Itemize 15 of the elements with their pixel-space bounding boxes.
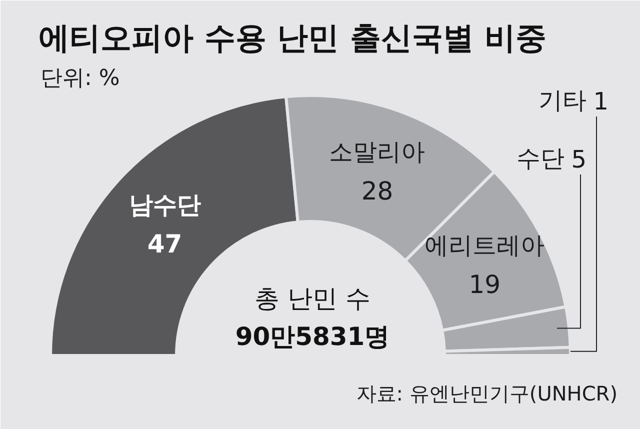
chart-subtitle: 단위: % <box>40 66 120 91</box>
slice-label: 기타 <box>538 86 586 114</box>
data-label: 5 <box>571 146 587 174</box>
slice-label: 소말리아 <box>329 138 426 166</box>
text: 총 난민 수 <box>254 284 370 313</box>
chart-title: 에티오피아 수용 난민 출신국별 비중 <box>38 20 547 56</box>
data-label: 19 <box>468 270 501 299</box>
slice-label: 남수단 <box>128 190 201 219</box>
data-label: 28 <box>361 176 394 206</box>
data-label: 1 <box>593 88 609 116</box>
slice-label: 에리트레아 <box>424 231 545 260</box>
text: 자료: 유엔난민기구(UNHCR) <box>356 382 618 406</box>
text: 90만5831명 <box>235 322 390 351</box>
slice-label: 수단 <box>516 144 564 172</box>
data-label: 47 <box>147 229 182 258</box>
